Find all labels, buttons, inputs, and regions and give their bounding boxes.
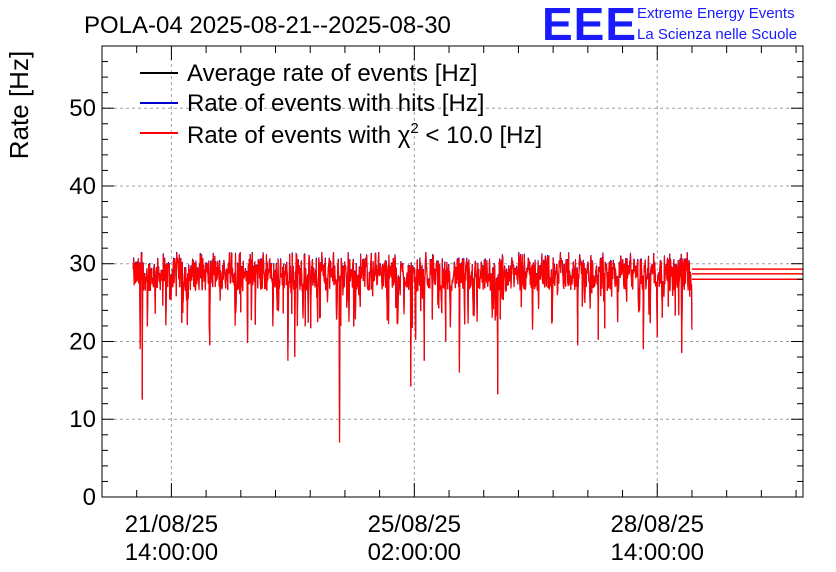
y-tick-label: 20 xyxy=(69,328,96,355)
eee-logo-line2: La Scienza nelle Scuole xyxy=(637,26,797,43)
y-axis-label: Rate [Hz] xyxy=(4,51,34,159)
x-tick-label-time: 02:00:00 xyxy=(368,539,461,566)
grid-lines xyxy=(102,46,803,497)
y-tick-label: 30 xyxy=(69,251,96,278)
x-tick-label-time: 14:00:00 xyxy=(611,539,704,566)
legend-label-chi2: Rate of events with χ2 < 10.0 [Hz] xyxy=(187,120,542,149)
plot-series xyxy=(132,251,803,443)
y-tick-label: 0 xyxy=(83,484,96,511)
series-chi2-line xyxy=(132,251,693,443)
legend: Average rate of events [Hz] Rate of even… xyxy=(140,60,542,149)
plot-frame xyxy=(101,45,804,498)
chart-title: POLA-04 2025-08-21--2025-08-30 xyxy=(84,12,451,39)
eee-logo-text: EEE xyxy=(542,0,637,50)
y-tick-label: 50 xyxy=(69,95,96,122)
y-tick-label: 40 xyxy=(69,173,96,200)
eee-logo: EEE Extreme Energy Events La Scienza nel… xyxy=(542,0,797,50)
eee-logo-line1: Extreme Energy Events xyxy=(637,5,795,22)
legend-label-hits: Rate of events with hits [Hz] xyxy=(187,90,484,117)
y-tick-label: 10 xyxy=(69,406,96,433)
x-tick-label-date: 25/08/25 xyxy=(368,511,461,538)
axes: 0102030405021/08/2514:00:0025/08/2502:00… xyxy=(69,45,804,566)
x-tick-label-date: 28/08/25 xyxy=(611,511,704,538)
legend-label-average: Average rate of events [Hz] xyxy=(187,60,477,87)
x-tick-label-time: 14:00:00 xyxy=(125,539,218,566)
x-tick-label-date: 21/08/25 xyxy=(125,511,218,538)
